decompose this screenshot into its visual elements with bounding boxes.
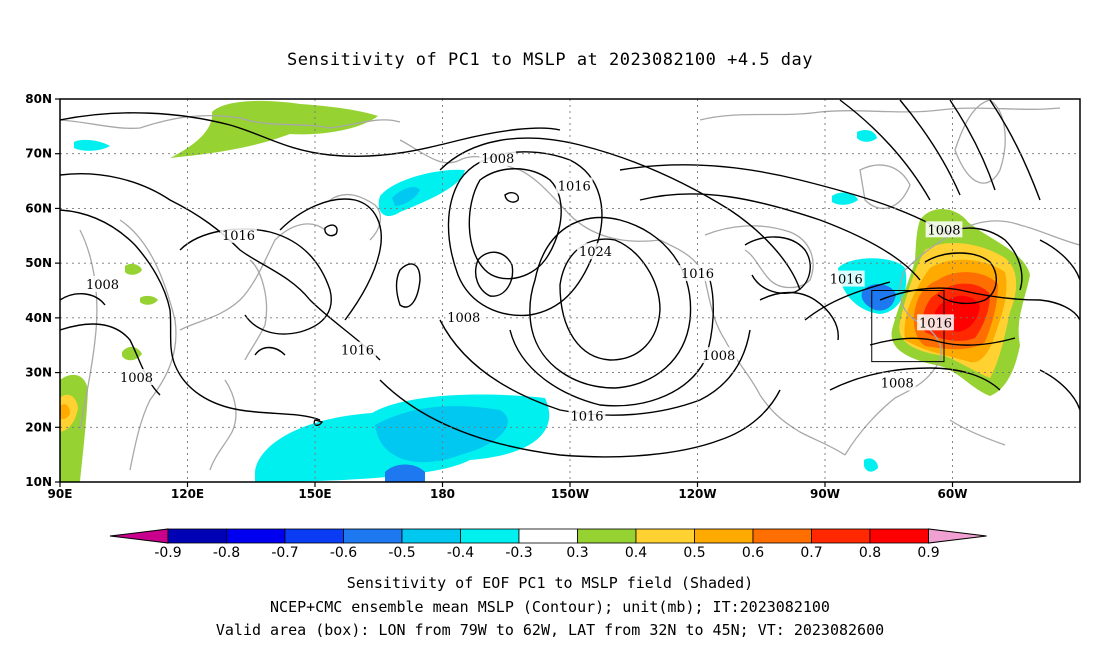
contour-label-bg: [84, 276, 121, 293]
colorbar-label: -0.9: [154, 545, 181, 561]
colorbar-label: 0.9: [917, 545, 939, 561]
y-tick-label: 80N: [25, 92, 52, 106]
contour-label: 1016: [681, 267, 714, 282]
contour-label-bg: [679, 265, 716, 282]
colorbar-segment: [343, 528, 403, 544]
contour-label-bg: [700, 347, 738, 364]
contour-label-bg: [118, 369, 155, 386]
contour-label-bg: [479, 150, 517, 167]
contour-label: 1008: [447, 311, 480, 326]
x-tick-label: 90W: [810, 487, 840, 501]
colorbar-segment: [869, 528, 929, 544]
x-tick-label: 180: [430, 487, 455, 501]
contour-label: 1016: [222, 229, 255, 244]
contour-label-bg: [220, 226, 257, 243]
x-tick-label: 120E: [171, 487, 204, 501]
colorbar-segment: [167, 528, 227, 544]
contour-label-bg: [577, 243, 614, 260]
colorbar-label: 0.6: [742, 545, 764, 561]
colorbar-segment: [401, 528, 461, 544]
y-tick-label: 50N: [25, 256, 52, 270]
contour-label: 1024: [579, 245, 612, 260]
x-axis: 90E 120E 150E 180 150W 120W 90W 60W: [48, 482, 968, 501]
x-tick-label: 90E: [48, 487, 73, 501]
contour-label-bg: [339, 341, 376, 358]
colorbar-label: -0.4: [447, 545, 474, 561]
colorbar-segment: [518, 528, 578, 544]
x-tick-label: 60W: [938, 487, 968, 501]
contour-label: 1008: [702, 349, 735, 364]
colorbar: -0.9 -0.8 -0.7 -0.6 -0.5 -0.4 -0.3 0.3 0.4 0.5 0.6…: [109, 528, 987, 561]
colorbar-label: 0.4: [625, 545, 647, 561]
sensitivity-shading: [60, 100, 1030, 482]
contour-label-bg: [568, 407, 606, 424]
contour-label: 1016: [558, 180, 591, 195]
coastlines: [60, 99, 1080, 471]
colorbar-segment: [635, 528, 695, 544]
colorbar-segment: [284, 528, 344, 544]
y-tick-label: 10N: [25, 475, 52, 489]
contour-label: 1016: [919, 316, 952, 331]
colorbar-label: 0.8: [859, 545, 881, 561]
colorbar-high-arrow: [928, 528, 987, 544]
contour-label: 1008: [881, 377, 914, 392]
x-tick-label: 150W: [551, 487, 589, 501]
colorbar-segment: [694, 528, 754, 544]
contour-label-bg: [878, 374, 916, 391]
colorbar-segment: [811, 528, 871, 544]
contour-label: 1016: [570, 409, 603, 424]
colorbar-label: 0.3: [566, 545, 588, 561]
y-axis: 10N 20N 30N 40N 50N 60N 70N 80N: [25, 92, 60, 489]
x-tick-label: 150E: [298, 487, 331, 501]
contour-label-bg: [827, 270, 865, 287]
colorbar-segment: [577, 528, 637, 544]
colorbar-label: -0.8: [213, 545, 240, 561]
colorbar-label: -0.3: [505, 545, 532, 561]
contour-labels: 1008 1016 1016 1024 1016 1016 1008 1008 1008 1016…: [84, 150, 963, 424]
colorbar-label: 0.7: [800, 545, 822, 561]
colorbar-segment: [752, 528, 812, 544]
contour-label: 1008: [481, 152, 514, 167]
x-tick-label: 120W: [678, 487, 716, 501]
colorbar-label: -0.7: [271, 545, 298, 561]
y-tick-label: 40N: [25, 311, 52, 325]
y-tick-label: 20N: [25, 420, 52, 434]
contour-label-bg: [917, 314, 954, 331]
caption-line-3: Valid area (box): LON from 79W to 62W, L…: [215, 621, 885, 639]
caption-line-2: NCEP+CMC ensemble mean MSLP (Contour); u…: [270, 598, 830, 616]
contour-label: 1016: [830, 273, 863, 288]
colorbar-segment: [226, 528, 286, 544]
contour-label-bg: [555, 177, 593, 194]
contour-label-bg: [445, 308, 483, 325]
colorbar-segment: [460, 528, 520, 544]
colorbar-label: -0.6: [330, 545, 357, 561]
y-tick-label: 60N: [25, 201, 52, 215]
contour-label: 1016: [341, 344, 374, 359]
colorbar-low-arrow: [109, 528, 169, 544]
caption-line-1: Sensitivity of EOF PC1 to MSLP field (Sh…: [346, 574, 754, 592]
y-tick-label: 30N: [25, 366, 52, 380]
contour-label-bg: [925, 221, 963, 238]
y-tick-label: 70N: [25, 147, 52, 161]
contour-label: 1008: [927, 223, 960, 238]
contour-label: 1008: [86, 278, 119, 293]
contour-label: 1008: [120, 371, 153, 386]
colorbar-label: 0.5: [683, 545, 705, 561]
map-title: Sensitivity of PC1 to MSLP at 2023082100…: [286, 50, 813, 70]
colorbar-label: -0.5: [388, 545, 415, 561]
